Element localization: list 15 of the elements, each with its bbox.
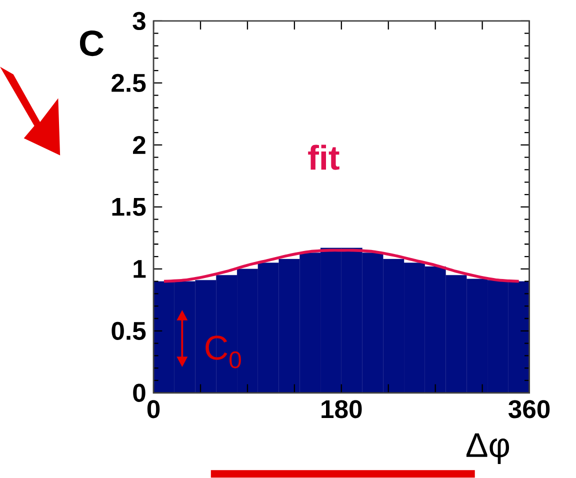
x-tick-label: 0 bbox=[147, 400, 160, 418]
y-tick-label: 0.5 bbox=[112, 322, 146, 340]
y-tick-label: 1 bbox=[134, 260, 146, 278]
y-axis-title: C bbox=[80, 30, 104, 56]
line-series bbox=[162, 248, 520, 283]
y-tick-label: 3 bbox=[132, 12, 146, 30]
y-tick-label: 1.5 bbox=[112, 198, 146, 216]
text: fit bbox=[308, 144, 340, 170]
y-tick-label: 2.5 bbox=[112, 74, 146, 92]
x-tick-label: 180 bbox=[322, 400, 362, 418]
y-tick-label: 2 bbox=[132, 136, 146, 154]
y-tick-label: 0 bbox=[133, 384, 146, 402]
x-tick-label: 360 bbox=[508, 400, 550, 418]
annotation: C$_{0}$ bbox=[206, 336, 241, 368]
x-axis-title: Δφ bbox=[466, 433, 510, 464]
